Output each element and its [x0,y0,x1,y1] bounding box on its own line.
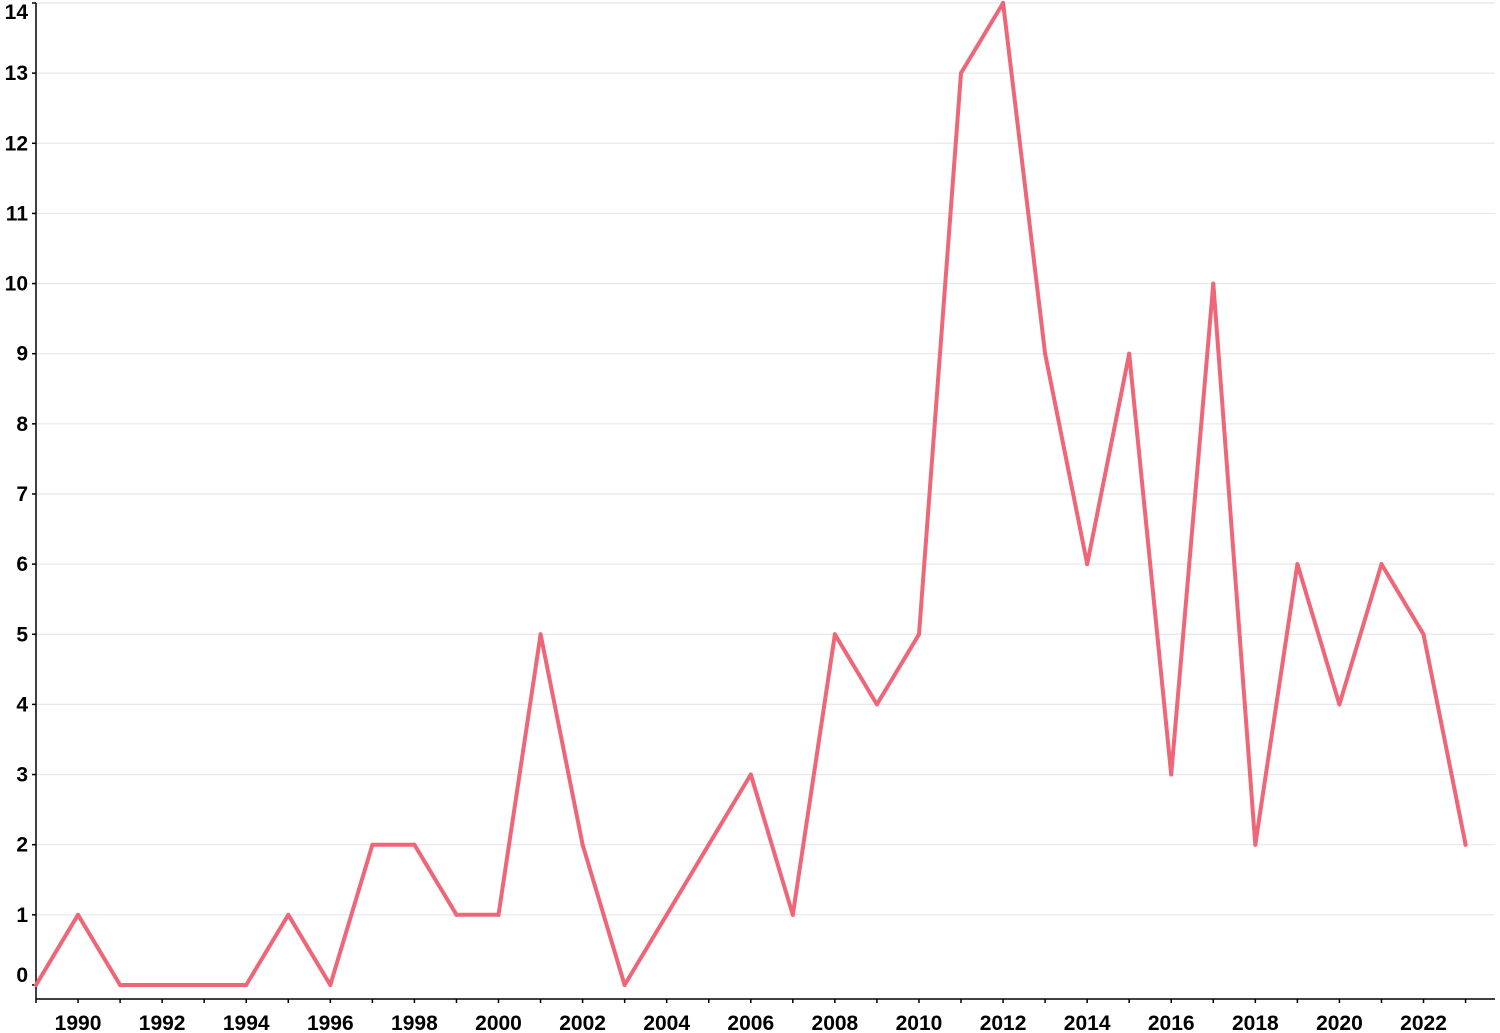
data-point [1169,772,1174,777]
data-point [1337,702,1342,707]
data-point [1421,632,1426,637]
x-tick-label: 1994 [223,1012,270,1033]
data-point [1085,562,1090,567]
x-tick-label: 2004 [643,1012,690,1033]
x-tick-label: 2010 [896,1012,943,1033]
data-point [370,842,375,847]
y-tick-label: 0 [16,964,28,987]
x-tick-label: 2018 [1232,1012,1279,1033]
data-point [832,632,837,637]
data-point [1127,351,1132,356]
x-tick-label: 2022 [1400,1012,1447,1033]
x-tick-label: 2014 [1064,1012,1111,1033]
data-point [412,842,417,847]
x-tick-label: 1992 [139,1012,186,1033]
data-point [328,982,333,987]
data-point [959,71,964,76]
gridlines [36,2,1495,916]
x-tick-label: 1996 [307,1012,354,1033]
data-point [286,912,291,917]
data-point [790,912,795,917]
x-tick-label: 2016 [1148,1012,1195,1033]
x-tick-label: 2000 [475,1012,522,1033]
x-tick-label: 2006 [727,1012,774,1033]
data-point [874,702,879,707]
x-tick-label: 2002 [559,1012,606,1033]
data-point [34,982,38,987]
data-point [76,912,81,917]
y-tick-label: 6 [16,553,28,576]
data-point [1043,351,1048,356]
data-point [706,842,711,847]
y-tick-label: 8 [16,413,28,436]
data-point [538,632,543,637]
y-tick-label: 10 [5,273,28,296]
y-tick-label: 11 [6,202,29,225]
y-tick-label: 9 [16,343,28,366]
x-tick-label: 2020 [1316,1012,1363,1033]
data-point [496,912,501,917]
data-point [1379,562,1384,567]
x-tick-label: 2008 [812,1012,859,1033]
data-point [580,842,585,847]
data-point [916,632,921,637]
x-tick-label: 1998 [391,1012,438,1033]
axes [35,3,1495,1000]
data-point [454,912,459,917]
data-point [160,982,165,987]
y-tick-label: 4 [16,693,28,716]
data-point [202,982,207,987]
data-point [1211,281,1216,286]
data-point [1253,842,1258,847]
y-tick-label: 1 [16,904,28,927]
data-point [244,982,249,987]
y-tick-label: 12 [5,132,28,155]
data-point [622,982,627,987]
data-point [118,982,123,987]
y-tick-label: 2 [16,834,28,857]
data-point [1001,1,1006,5]
x-tick-label: 2012 [980,1012,1027,1033]
data-point [1463,842,1468,847]
series-group [34,1,1468,987]
y-tick-label: 14 [5,1,29,24]
x-tick-label: 1990 [55,1012,102,1033]
data-point [1295,562,1300,567]
data-point [664,912,669,917]
y-tick-label: 5 [16,623,28,646]
x-axis-ticks: 1990 1992 1994 1996 1998 2000 2002 2004 2006 2008… [35,999,1467,1033]
y-tick-label: 3 [16,764,28,787]
y-tick-label: 7 [16,483,28,506]
data-point [748,772,753,777]
y-tick-label: 13 [5,62,28,85]
